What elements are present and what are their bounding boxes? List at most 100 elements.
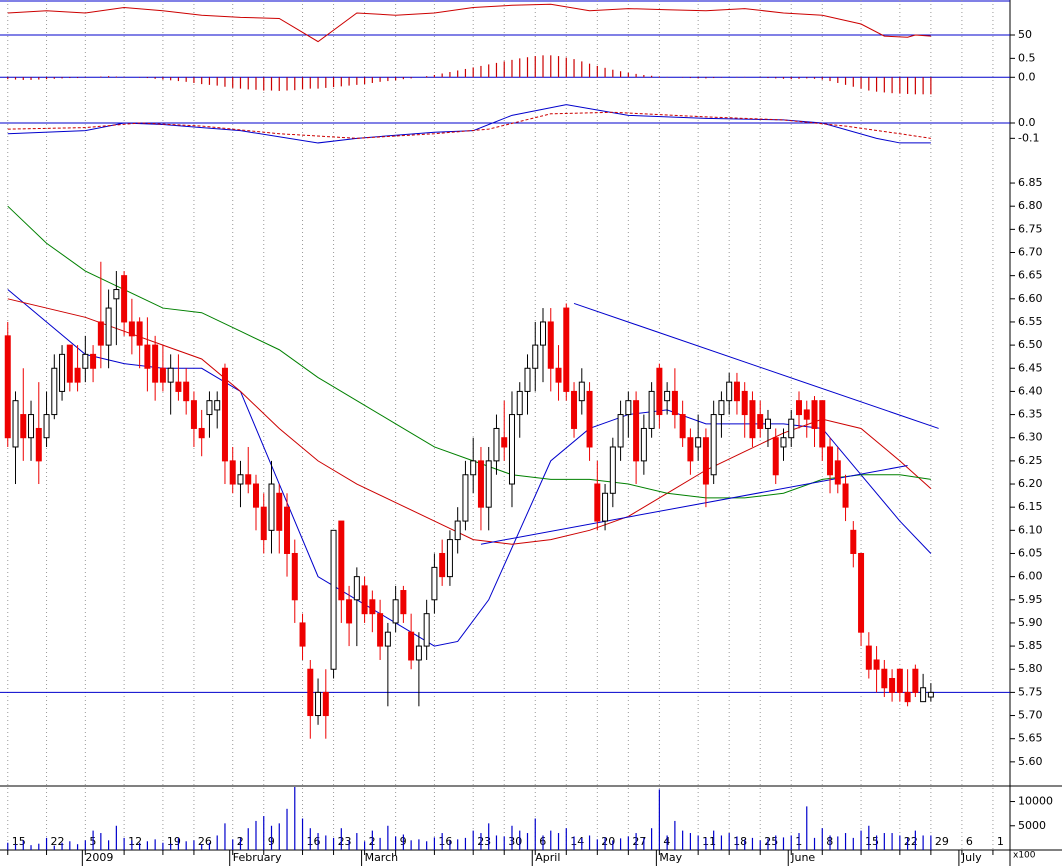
candle-body: [873, 659, 880, 670]
candle-body: [640, 427, 647, 462]
candle-body: [97, 321, 104, 346]
candle-body: [547, 321, 554, 369]
line: [573, 302, 939, 429]
y-tick-label: 6.75: [1018, 222, 1043, 235]
y-tick-label: 5.80: [1018, 662, 1043, 675]
candle-body: [788, 418, 795, 439]
candle-body: [276, 492, 283, 531]
candle-body: [439, 552, 446, 578]
month-label: March: [365, 851, 399, 864]
candle-body: [819, 400, 826, 448]
candle-body: [881, 668, 888, 689]
volume-unit: x100: [1013, 851, 1036, 861]
candle-body: [679, 414, 686, 439]
candle-body: [59, 353, 66, 392]
candle-body: [749, 400, 756, 439]
y-tick-label: 6.10: [1018, 523, 1043, 536]
candle-body: [159, 367, 166, 383]
candle-body: [633, 400, 640, 462]
candle-body: [400, 590, 407, 615]
candle-body: [221, 367, 228, 462]
x-tick-label: 22: [51, 835, 65, 848]
candle-body: [764, 418, 771, 429]
candle-body: [687, 437, 694, 462]
candle-body: [485, 460, 492, 508]
month-label: May: [659, 851, 682, 864]
candle-body: [796, 400, 803, 416]
candle-body: [780, 437, 787, 448]
candle-body: [113, 289, 120, 300]
candle-body: [28, 414, 35, 439]
candle-body: [299, 622, 306, 647]
candle-body: [392, 599, 399, 624]
candle-body: [284, 506, 291, 554]
candle-body: [710, 414, 717, 476]
y-tick-label: 50: [1018, 28, 1032, 41]
candle-body: [315, 691, 322, 717]
candle-body: [291, 552, 298, 601]
candle-body: [586, 390, 593, 448]
candle-body: [508, 414, 515, 485]
candle-body: [51, 367, 58, 416]
candle-body: [183, 381, 190, 402]
candle-body: [12, 400, 19, 448]
candle-body: [198, 427, 205, 439]
candle-body: [190, 400, 197, 429]
line: [7, 111, 931, 139]
candle-body: [609, 446, 616, 494]
y-tick-label: 0.0: [1018, 116, 1036, 129]
candle-body: [252, 483, 259, 508]
candle-body: [602, 492, 609, 522]
y-tick-label: 5.75: [1018, 685, 1043, 698]
month-label: 2009: [85, 851, 113, 864]
candle-body: [733, 381, 740, 402]
y-tick-label: 6.70: [1018, 246, 1043, 259]
candle-body: [718, 400, 725, 416]
candle-body: [338, 520, 345, 601]
candle-body: [904, 691, 911, 703]
candle-body: [415, 645, 422, 661]
candle-body: [524, 367, 531, 392]
y-tick-label: 5.90: [1018, 616, 1043, 629]
x-tick-label: 1: [997, 835, 1004, 848]
y-tick-label: 6.40: [1018, 384, 1043, 397]
candle-body: [384, 631, 391, 647]
candle-body: [105, 307, 112, 346]
candle-body: [431, 566, 438, 601]
candle-body: [889, 678, 896, 693]
candle-body: [90, 353, 97, 369]
x-tick-label: 29: [935, 835, 949, 848]
candle-body: [664, 390, 671, 402]
candle-body: [377, 613, 384, 647]
y-tick-label: 6.80: [1018, 199, 1043, 212]
y-tick-label: -0.1: [1018, 131, 1039, 144]
y-tick-label: 6.00: [1018, 570, 1043, 583]
candle-body: [408, 631, 415, 661]
candle-body: [121, 275, 128, 323]
candle-body: [625, 400, 632, 416]
candle-body: [540, 321, 547, 346]
line: [7, 104, 931, 144]
y-tick-label: 5.60: [1018, 755, 1043, 768]
candle-body: [330, 529, 337, 670]
candle-body: [842, 483, 849, 508]
y-tick-label: 5000: [1018, 819, 1046, 832]
candle-body: [532, 344, 539, 369]
y-tick-label: 6.30: [1018, 431, 1043, 444]
y-tick-label: 6.20: [1018, 477, 1043, 490]
month-label: February: [233, 851, 282, 864]
candle-body: [152, 344, 159, 383]
candle-body: [128, 321, 135, 337]
candle-body: [827, 446, 834, 476]
candle-body: [834, 460, 841, 485]
line: [7, 3, 931, 43]
candle-body: [206, 400, 213, 416]
candle-body: [175, 381, 182, 392]
candle-body: [865, 645, 872, 670]
candle-body: [912, 668, 919, 693]
candle-body: [493, 427, 500, 462]
candle-body: [594, 483, 601, 522]
x-tick-label: 6: [966, 835, 973, 848]
